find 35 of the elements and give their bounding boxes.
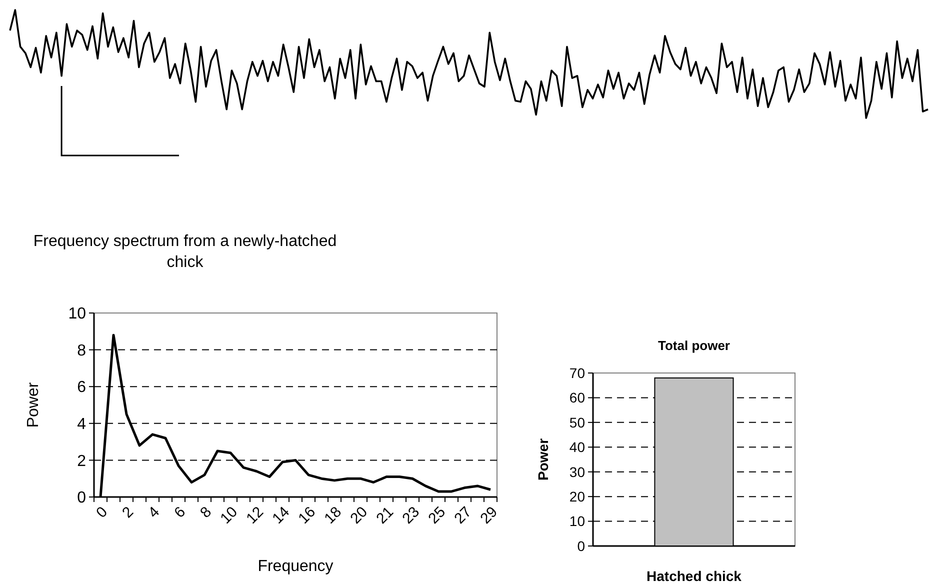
y-tick-label: 6 (77, 379, 86, 396)
x-axis-title: Frequency (258, 558, 334, 575)
y-tick-label: 10 (68, 306, 86, 323)
y-tick-label: 4 (77, 416, 86, 433)
y-tick-label: 0 (77, 490, 86, 507)
chart-title: Frequency spectrum from a newly-hatched chick (33, 233, 337, 271)
y-axis-title: Power (25, 382, 42, 428)
x-tick-label: 14 (269, 504, 294, 528)
y-tick-label: 2 (77, 452, 86, 470)
x-axis-title: Hatched chick (646, 568, 742, 584)
x-tick-label: 4 (145, 504, 164, 522)
x-tick-label: 25 (425, 504, 450, 528)
x-tick-label: 29 (477, 504, 502, 528)
y-tick-label: 60 (569, 390, 586, 406)
y-tick-label: 8 (77, 342, 86, 360)
y-tick-label: 50 (569, 414, 586, 430)
x-tick-label: 23 (399, 504, 424, 528)
x-tick-label: 20 (347, 504, 372, 528)
y-tick-label: 20 (569, 488, 586, 504)
x-tick-label: 18 (321, 504, 346, 528)
chart-title: Total power (658, 338, 730, 353)
y-tick-label: 0 (577, 538, 586, 554)
x-tick-label: 27 (451, 504, 476, 528)
y-tick-label: 70 (569, 364, 586, 381)
x-tick-label: 16 (295, 504, 320, 528)
x-tick-label: 21 (373, 504, 398, 528)
x-tick-label: 2 (119, 504, 138, 522)
x-tick-label: 8 (197, 504, 216, 522)
y-tick-label: 40 (569, 439, 586, 456)
x-tick-label: 10 (217, 504, 242, 528)
x-tick-label: 6 (171, 504, 190, 522)
y-axis-title: Power (535, 438, 551, 481)
x-tick-label: 0 (93, 504, 112, 522)
x-tick-label: 12 (243, 504, 268, 528)
y-tick-label: 30 (569, 464, 586, 480)
